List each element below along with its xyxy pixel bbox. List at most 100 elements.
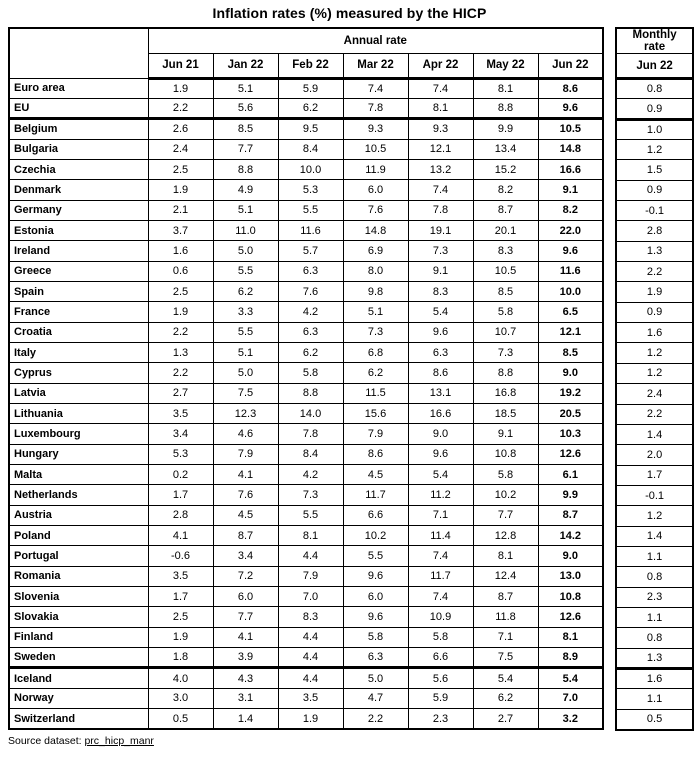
annual-value-cell: 1.7 [147,484,214,506]
monthly-table-row: 1.2 [615,139,694,161]
annual-value-cell: 6.2 [277,341,344,364]
annual-value-cell: 8.6 [407,362,474,384]
monthly-table-row: 1.7 [615,464,694,486]
annual-value-cell: 2.2 [342,708,409,730]
annual-value-cell: 6.2 [277,97,344,120]
annual-value-cell: 4.1 [212,626,279,649]
table-row: Iceland 4.0 4.3 4.4 5.0 5.6 5.4 5.4 [8,666,604,689]
monthly-table-row: 0.9 [615,179,694,202]
annual-value-cell: 7.4 [407,179,474,201]
annual-value-cell: 1.7 [147,586,214,608]
annual-value-cell: 7.6 [277,280,344,303]
monthly-table-row: 1.1 [615,688,694,710]
monthly-table-body: 0.8 0.9 1.0 1.2 1.5 0.9 -0.1 2.8 1.3 2.2 1.9 0.9 1.6… [615,77,694,731]
annual-value-cell: 16.6 [407,402,474,425]
annual-value-cell: 8.1 [472,77,539,99]
country-cell: France [8,301,149,323]
table-row: Cyprus 2.2 5.0 5.8 6.2 8.6 8.8 9.0 [8,362,604,384]
country-cell: Malta [8,464,149,486]
annual-value-cell: 7.8 [277,423,344,445]
annual-value-cell: 8.4 [277,443,344,466]
annual-value-cell: 8.1 [407,97,474,120]
annual-value-cell: 7.0 [537,687,604,710]
column-header-jun22: Jun 22 [537,52,604,80]
annual-value-cell: 2.5 [147,280,214,303]
annual-value-cell: 4.5 [342,464,409,486]
annual-value-cell: 8.8 [472,97,539,120]
table-row: Lithuania 3.5 12.3 14.0 15.6 16.6 18.5 20.5 [8,402,604,425]
page-title: Inflation rates (%) measured by the HICP [212,5,487,21]
annual-value-cell: 5.4 [407,301,474,323]
annual-value-cell: 4.7 [342,687,409,710]
annual-value-cell: 5.8 [277,362,344,384]
monthly-table-row: 2.0 [615,444,694,466]
table-row: Slovenia 1.7 6.0 7.0 6.0 7.4 8.7 10.8 [8,586,604,608]
country-cell: Switzerland [8,708,149,730]
annual-value-cell: 2.7 [472,708,539,730]
table-row: Belgium 2.6 8.5 9.5 9.3 9.3 9.9 10.5 [8,117,604,140]
annual-value-cell: 8.7 [472,586,539,608]
annual-value-cell: 8.4 [277,138,344,160]
country-cell: Croatia [8,321,149,343]
annual-value-cell: 8.2 [537,199,604,221]
annual-value-cell: 5.0 [212,362,279,384]
annual-value-cell: 4.1 [212,464,279,486]
annual-value-cell: 0.2 [147,464,214,486]
monthly-value-cell: 1.5 [615,159,694,181]
annual-value-cell: 5.3 [147,443,214,466]
table-row: Slovakia 2.5 7.7 8.3 9.6 10.9 11.8 12.6 [8,606,604,628]
annual-value-cell: 1.9 [277,708,344,730]
annual-value-cell: 22.0 [537,219,604,242]
annual-value-cell: 8.5 [537,341,604,364]
annual-value-cell: 7.0 [277,586,344,608]
annual-value-cell: 12.1 [407,138,474,160]
source-dataset-link[interactable]: prc_hicp_manr [84,734,154,747]
annual-value-cell: 10.5 [342,138,409,160]
monthly-table-row: 1.0 [615,117,694,141]
annual-value-cell: 7.8 [342,97,409,120]
annual-value-cell: 10.5 [537,117,604,140]
annual-value-cell: 4.3 [212,666,279,689]
annual-value-cell: 4.4 [277,545,344,567]
country-cell: Latvia [8,382,149,405]
table-row: Luxembourg 3.4 4.6 7.8 7.9 9.0 9.1 10.3 [8,423,604,445]
annual-value-cell: 7.2 [212,565,279,588]
annual-value-cell: 3.5 [147,565,214,588]
annual-value-cell: 20.5 [537,402,604,425]
annual-value-cell: 2.6 [147,117,214,140]
annual-value-cell: 6.3 [407,341,474,364]
monthly-table-row: 1.3 [615,240,694,263]
annual-value-cell: 9.3 [407,117,474,140]
annual-value-cell: 7.4 [342,77,409,99]
monthly-column-header-jun22: Jun 22 [615,53,694,80]
annual-value-cell: 5.1 [212,341,279,364]
annual-value-cell: 9.3 [342,117,409,140]
annual-value-cell: 7.9 [342,423,409,445]
annual-value-cell: 11.2 [407,484,474,506]
table-row: Denmark 1.9 4.9 5.3 6.0 7.4 8.2 9.1 [8,179,604,201]
annual-value-cell: -0.6 [147,545,214,567]
monthly-value-cell: 2.8 [615,220,694,242]
column-header-apr22: Apr 22 [407,52,474,80]
table-row: Bulgaria 2.4 7.7 8.4 10.5 12.1 13.4 14.8 [8,138,604,160]
annual-value-cell: 11.6 [537,260,604,282]
country-cell: Portugal [8,545,149,567]
annual-value-cell: 6.0 [342,179,409,201]
table-row: Romania 3.5 7.2 7.9 9.6 11.7 12.4 13.0 [8,565,604,588]
annual-value-cell: 7.5 [212,382,279,405]
annual-value-cell: 9.9 [472,117,539,140]
annual-value-cell: 7.4 [407,545,474,567]
annual-value-cell: 8.9 [537,647,604,669]
annual-value-cell: 2.5 [147,606,214,628]
annual-value-cell: 7.9 [212,443,279,466]
annual-value-cell: 6.0 [342,586,409,608]
monthly-value-cell: 1.6 [615,322,694,344]
annual-value-cell: 2.2 [147,362,214,384]
annual-value-cell: 12.3 [212,402,279,425]
annual-value-cell: 7.8 [407,199,474,221]
country-cell: Slovenia [8,586,149,608]
monthly-value-cell: 1.0 [615,117,694,141]
table-row: Hungary 5.3 7.9 8.4 8.6 9.6 10.8 12.6 [8,443,604,466]
annual-value-cell: 4.2 [277,464,344,486]
annual-value-cell: 10.2 [472,484,539,506]
